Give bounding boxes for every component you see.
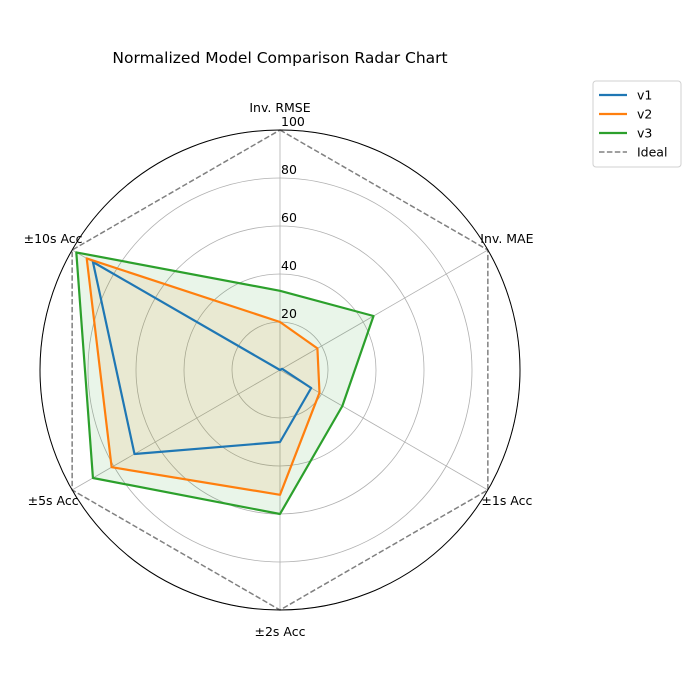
tick-label-100: 100 bbox=[281, 114, 305, 129]
axis-label-pm10s-acc: ±10s Acc bbox=[24, 231, 83, 246]
axis-label-inv-mae: Inv. MAE bbox=[480, 231, 533, 246]
legend-label-v2: v2 bbox=[637, 107, 652, 122]
legend-box bbox=[592, 80, 682, 168]
tick-label-60: 60 bbox=[281, 210, 297, 225]
series-fills bbox=[76, 252, 374, 514]
grid-spoke-inv-mae bbox=[279, 249, 489, 371]
outer-frame-circle bbox=[39, 129, 521, 611]
tick-label-20: 20 bbox=[281, 306, 297, 321]
legend-label-v1: v1 bbox=[637, 88, 652, 103]
tick-label-40: 40 bbox=[281, 258, 297, 273]
series-fill-v3 bbox=[76, 252, 374, 514]
axis-label-pm2s-acc: ±2s Acc bbox=[255, 624, 306, 639]
legend: v1 v2 v3 Ideal bbox=[592, 80, 682, 168]
axis-label-pm5s-acc: ±5s Acc bbox=[28, 493, 79, 508]
series-line-v3 bbox=[75, 251, 375, 516]
axis-label-pm1s-acc: ±1s Acc bbox=[481, 493, 532, 508]
radar-frame bbox=[39, 129, 521, 611]
radial-tick-labels: 20 40 60 80 100 bbox=[281, 114, 305, 321]
tick-label-80: 80 bbox=[281, 162, 297, 177]
grid-spoke-pm1s-acc bbox=[279, 369, 489, 491]
grid-spoke-pm5s-acc bbox=[71, 369, 281, 491]
series-line-v2 bbox=[85, 257, 321, 496]
series-line-v1 bbox=[91, 260, 313, 456]
legend-label-ideal: Ideal bbox=[637, 145, 667, 160]
legend-label-v3: v3 bbox=[637, 126, 652, 141]
axis-labels: Inv. RMSE Inv. MAE ±1s Acc ±2s Acc ±5s Acc ±1… bbox=[24, 100, 534, 639]
series-fill-v2 bbox=[86, 258, 320, 495]
axis-label-inv-rmse: Inv. RMSE bbox=[249, 100, 310, 115]
chart-title: Normalized Model Comparison Radar Chart bbox=[112, 49, 447, 67]
